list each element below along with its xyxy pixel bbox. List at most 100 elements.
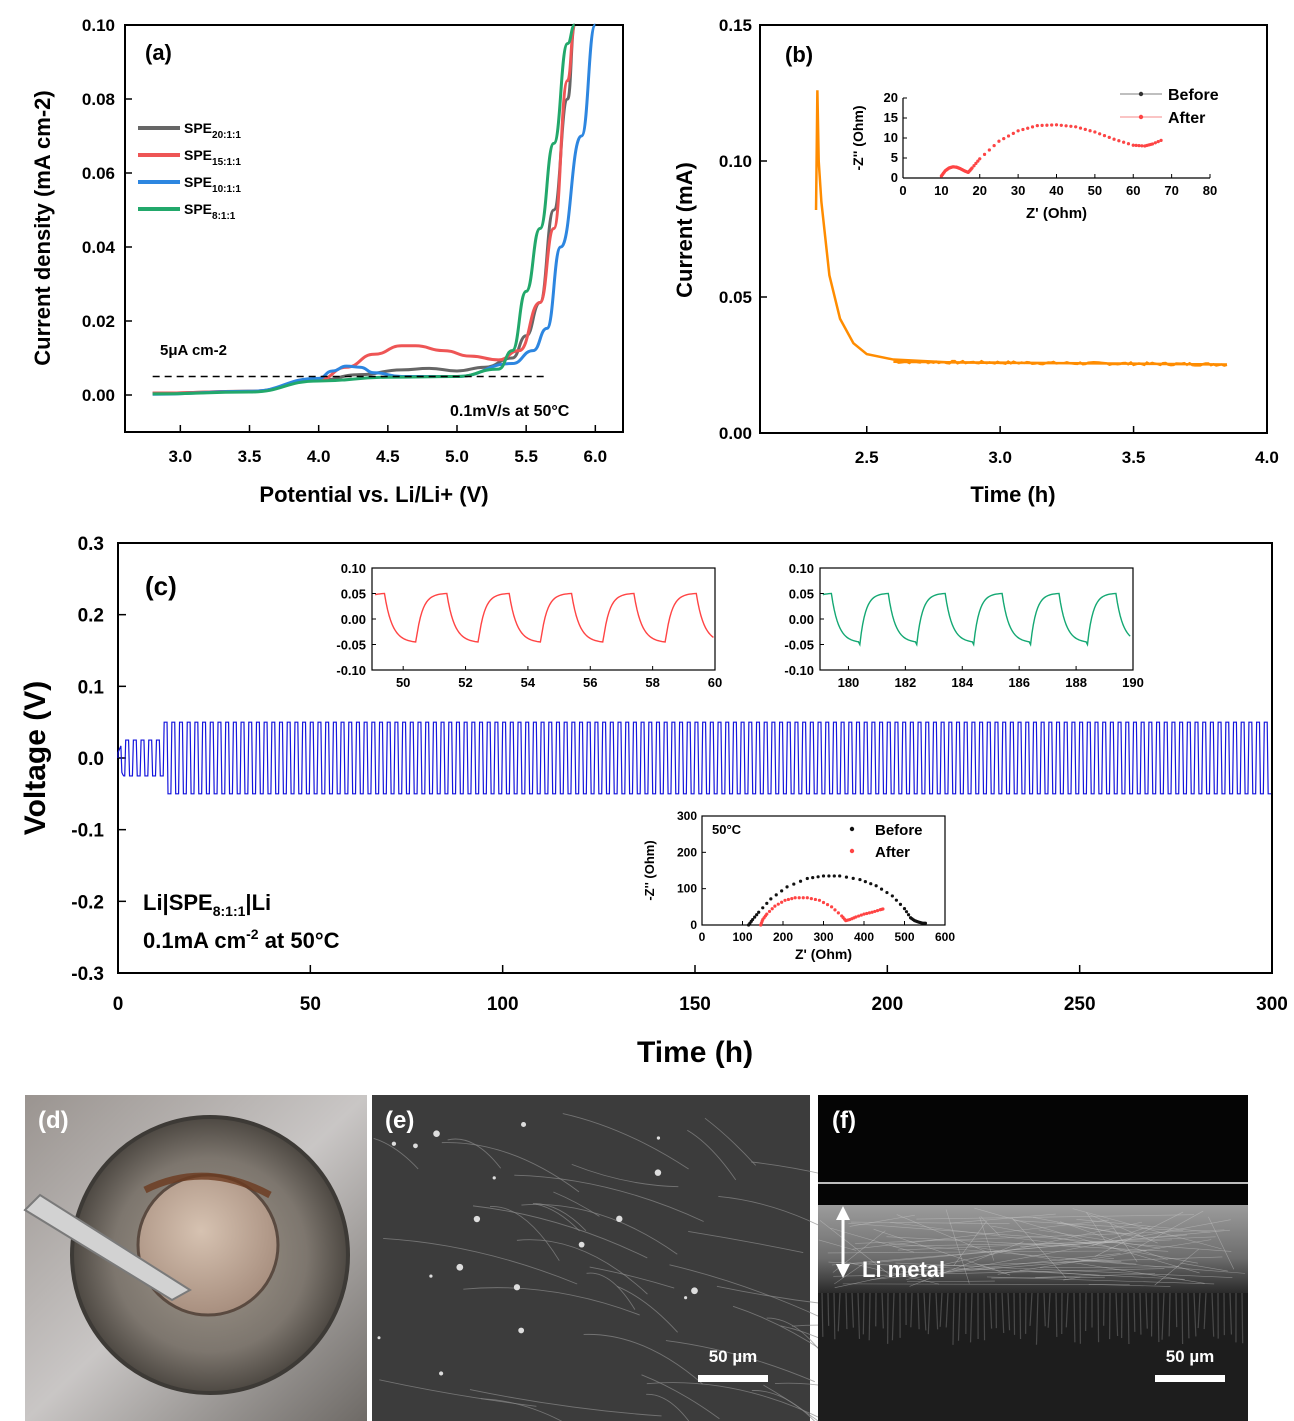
sem-column (1001, 1292, 1005, 1334)
x-tick-label: 150 (679, 994, 711, 1015)
inset3-x-tick-label: 300 (813, 930, 833, 944)
sem-column (837, 1292, 841, 1332)
x-tick-label: 4.5 (376, 447, 400, 466)
x-tick-label: 50 (300, 994, 321, 1015)
sem-fibre (892, 1241, 1120, 1247)
nyquist-point-before (858, 877, 862, 882)
nyquist-point-after (1026, 126, 1030, 130)
inset-x-tick-label: 50 (1088, 183, 1102, 198)
sem-column (1139, 1292, 1142, 1335)
sem-fibre (833, 1268, 1165, 1277)
nyquist-point-after (783, 898, 787, 902)
sem-column (1035, 1292, 1039, 1345)
sem-fibre (1013, 1220, 1184, 1231)
nyquist-point-before (816, 875, 820, 879)
x-tick-label: 300 (1256, 994, 1288, 1015)
sem-fibre (828, 1261, 1185, 1280)
nyquist-point-before (765, 901, 769, 905)
nyquist-point-before (923, 921, 928, 925)
nyquist-point-after (780, 900, 784, 904)
inset1-x-tick-label: 56 (583, 675, 597, 690)
sem-fibre (1039, 1266, 1180, 1269)
inset3-frame (701, 815, 946, 926)
nyquist-point-after (825, 903, 830, 907)
sem-particle (433, 1130, 440, 1138)
inset3-x-tick-label: 400 (854, 930, 874, 944)
nyquist-point-after (1016, 129, 1020, 133)
sem-column (1019, 1292, 1022, 1339)
nyquist-point-after (862, 912, 866, 916)
nyquist-point-before (755, 913, 759, 917)
panel-d-label: (d) (38, 1107, 69, 1134)
sem-fibre (1035, 1273, 1156, 1278)
panel-f-label: (f) (832, 1107, 856, 1134)
inset2-curve (822, 592, 1131, 647)
condition-label: 0.1mV/s at 50°C (450, 403, 570, 420)
nyquist-point-before (904, 910, 909, 914)
legend-label: SPE20:1:1 (184, 120, 241, 141)
inset-y-tick-label: 10 (884, 130, 898, 145)
sem-column (1047, 1292, 1051, 1328)
nyquist-point-after (773, 904, 777, 908)
sem-particle (521, 1121, 527, 1128)
nyquist-point-after (1011, 131, 1015, 135)
sem-column (1203, 1292, 1207, 1330)
nyquist-point-before (874, 884, 878, 888)
inset2-x-tick-label: 184 (951, 675, 973, 690)
sem-column (827, 1292, 830, 1326)
panel-c: 0 50 100 150 200 250 300 0.3 0.2 0.1 0.0 -0.1 -0.2 -0… (19, 534, 1288, 1069)
sem-particle (391, 1141, 397, 1146)
sem-streak (469, 1389, 662, 1417)
sem-particle (684, 1296, 688, 1300)
legend-label-after: After (875, 844, 910, 861)
sem-streak (472, 1205, 648, 1259)
nyquist-point-before (785, 885, 789, 889)
sem-column (1115, 1292, 1119, 1337)
nyquist-point-after (1040, 123, 1044, 127)
sem-streak (383, 1237, 578, 1285)
inset3-x-tick-label: 100 (732, 930, 752, 944)
sem-streak (532, 1203, 587, 1232)
x-tick-label: 4.0 (1255, 448, 1279, 467)
sem-fibre (842, 1283, 1130, 1285)
sem-column (851, 1292, 854, 1328)
sem-column (983, 1292, 986, 1341)
nyquist-point-after (770, 907, 774, 911)
legend-label-before: Before (1168, 87, 1219, 104)
nyquist-point-after (1083, 127, 1087, 131)
nyquist-point-before (774, 893, 778, 897)
lsv-curve-SPE8:1:1 (152, 23, 576, 396)
sem-column (1193, 1292, 1197, 1337)
panel-b-xlabel: Time (h) (970, 482, 1055, 507)
nyquist-point-after (1112, 137, 1116, 141)
sem-cross-section-texture (818, 1207, 1246, 1345)
nyquist-point-before (798, 879, 803, 883)
nyquist-point-after (1131, 143, 1135, 147)
panel-c-inset-180-190h: 180 182 184 186 188 190 0.10 0.05 0.00 -0.05 -0.10 (784, 561, 1143, 690)
inset3-y-tick-label: 200 (677, 845, 697, 859)
sem-image-surface (372, 1095, 810, 1421)
inset2-x-tick-label: 190 (1122, 675, 1144, 690)
sem-fibre (1059, 1221, 1168, 1261)
x-tick-label: 3.5 (238, 447, 262, 466)
inset3-x-tick-label: 600 (935, 930, 955, 944)
sem-column (1157, 1292, 1160, 1343)
nyquist-point-before (894, 898, 899, 902)
sem-particle (429, 1274, 433, 1278)
inset-y-tick-label: 5 (891, 150, 898, 165)
nyquist-point-after (978, 157, 982, 161)
sem-column (1007, 1292, 1011, 1331)
reference-line-label: 5μA cm-2 (160, 342, 227, 359)
nyquist-point-before (805, 876, 809, 881)
inset3-x-tick-label: 500 (894, 930, 914, 944)
nyquist-point-after (1030, 125, 1035, 129)
y-tick-label: 0.04 (82, 238, 116, 257)
nyquist-point-after (830, 905, 834, 909)
sem-fibre (974, 1207, 1200, 1274)
sem-column (857, 1292, 861, 1339)
nyquist-point-after (1069, 124, 1073, 128)
panel-a-ylabel: Current density (mA cm-2) (30, 90, 55, 365)
panel-c-inset-nyquist: 0 100 200 300 400 500 600 0 100 200 300 Z' (Ohm) -Z'… (642, 809, 955, 962)
tweezers (23, 1193, 192, 1302)
